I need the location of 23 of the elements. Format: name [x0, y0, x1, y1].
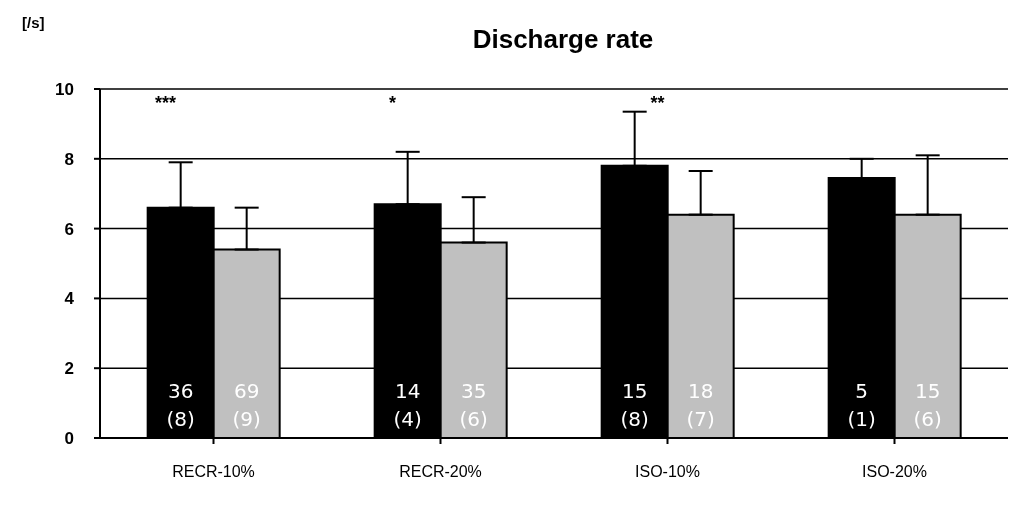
y-tick-label: 8 — [64, 149, 74, 169]
annotation: 15 (6) — [913, 379, 942, 431]
y-axis-title: [/s] — [22, 14, 45, 31]
x-tick-label: ISO-10% — [635, 463, 700, 481]
annotation: * — [388, 93, 397, 114]
x-tick-label: ISO-20% — [862, 463, 927, 481]
y-tick-label: 10 — [55, 80, 74, 100]
y-tick-label: 6 — [64, 219, 74, 239]
annotation: 18 (7) — [686, 379, 715, 431]
x-tick-label: RECR-20% — [399, 463, 482, 481]
annotation: 36 (8) — [166, 379, 195, 431]
annotation: 35 (6) — [459, 379, 488, 431]
y-tick-label: 0 — [64, 429, 74, 449]
annotation: ** — [650, 93, 665, 114]
annotation: 5 (1) — [847, 379, 876, 431]
annotation: 14 (4) — [393, 379, 422, 431]
x-tick-label: RECR-10% — [172, 463, 255, 481]
annotation: 15 (8) — [620, 379, 649, 431]
chart-title: Discharge rate — [471, 24, 655, 55]
annotation: 69 (9) — [232, 379, 261, 431]
y-tick-label: 4 — [64, 289, 75, 309]
y-tick-label: 2 — [64, 359, 74, 379]
annotation: *** — [154, 93, 177, 114]
